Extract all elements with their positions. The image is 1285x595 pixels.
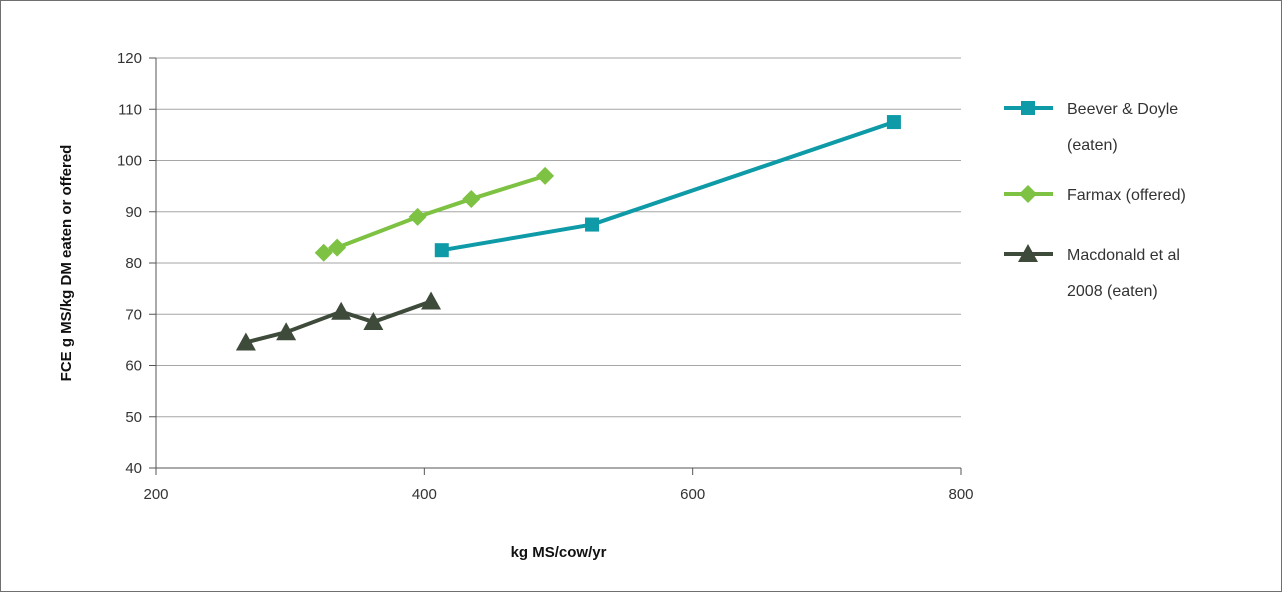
data-point bbox=[421, 291, 442, 310]
legend-marker bbox=[1021, 101, 1035, 115]
data-point bbox=[235, 332, 256, 351]
legend-label: (eaten) bbox=[1067, 137, 1118, 154]
legend-marker bbox=[1019, 185, 1037, 203]
series-line bbox=[322, 173, 546, 255]
y-tick-label: 70 bbox=[125, 306, 142, 323]
legend-label: Farmax (offered) bbox=[1067, 187, 1186, 204]
data-point bbox=[408, 207, 427, 226]
legend: Beever & Doyle (eaten) Farmax (offered) Mac… bbox=[1004, 101, 1186, 300]
legend-label: Macdonald et al bbox=[1067, 247, 1180, 264]
y-tick-label: 50 bbox=[125, 409, 142, 426]
x-tick-label: 800 bbox=[948, 486, 973, 503]
legend-item-0: Beever & Doyle (eaten) bbox=[1004, 101, 1178, 154]
axes bbox=[149, 57, 962, 475]
legend-label: Beever & Doyle bbox=[1067, 101, 1178, 118]
y-tick-label: 120 bbox=[117, 50, 142, 67]
legend-label: 2008 (eaten) bbox=[1067, 283, 1158, 300]
grid-lines bbox=[156, 57, 961, 418]
y-tick-label: 40 bbox=[125, 460, 142, 477]
x-tick-label: 200 bbox=[143, 486, 168, 503]
data-point bbox=[328, 238, 347, 257]
y-tick-label: 60 bbox=[125, 358, 142, 375]
data-point bbox=[434, 243, 449, 258]
x-tick-label: 600 bbox=[680, 486, 705, 503]
y-tick-label: 80 bbox=[125, 255, 142, 272]
data-point bbox=[886, 115, 901, 130]
series-1 bbox=[314, 166, 555, 262]
y-axis-title: FCE g MS/kg DM eaten or offered bbox=[58, 145, 75, 382]
x-tick-label: 400 bbox=[412, 486, 437, 503]
series-0 bbox=[434, 115, 901, 258]
y-tick-label: 110 bbox=[118, 101, 142, 118]
data-point bbox=[331, 301, 352, 320]
data-point bbox=[462, 189, 481, 208]
data-point bbox=[314, 243, 333, 262]
legend-item-1: Farmax (offered) bbox=[1004, 185, 1186, 204]
data-point bbox=[363, 311, 384, 330]
legend-item-2: Macdonald et al 2008 (eaten) bbox=[1004, 244, 1180, 300]
data-point bbox=[585, 217, 600, 232]
y-tick-label: 100 bbox=[117, 153, 142, 170]
legend-marker bbox=[1018, 244, 1038, 262]
y-tick-label: 90 bbox=[125, 204, 142, 221]
data-point bbox=[536, 166, 555, 185]
series-lines bbox=[235, 115, 901, 351]
series-2 bbox=[235, 291, 442, 351]
tick-labels: 40 50 60 70 80 90 100 110 120 200 400 600 800 bbox=[117, 50, 974, 503]
x-axis-title: kg MS/cow/yr bbox=[511, 544, 607, 561]
data-point bbox=[276, 322, 297, 341]
